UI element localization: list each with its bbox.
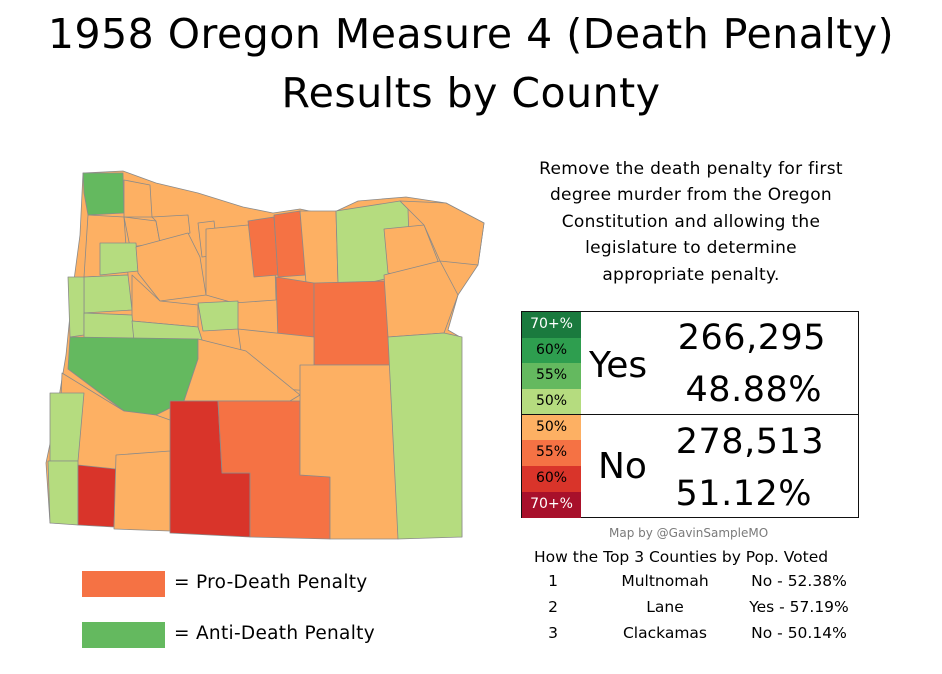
county-grant xyxy=(313,280,391,366)
row-county: Lane xyxy=(646,598,684,616)
county-jackson xyxy=(113,450,171,532)
table-row: 1 Multnomah No - 52.38% xyxy=(531,572,871,598)
description-line: Remove the death penalty for first xyxy=(539,159,843,179)
row-result: No - 52.38% xyxy=(751,572,847,590)
scale-swatch: 70+% xyxy=(522,491,581,518)
county-wallowa xyxy=(399,200,485,266)
scale-swatch: 55% xyxy=(522,363,581,390)
county-coos xyxy=(49,392,85,462)
legend-label: = Anti-Death Penalty xyxy=(174,623,375,644)
top3-title: How the Top 3 Counties by Pop. Voted xyxy=(534,548,829,566)
oregon-county-map xyxy=(45,170,485,540)
county-jefferson xyxy=(197,300,239,332)
top3-table: 1 Multnomah No - 52.38% 2 Lane Yes - 57.… xyxy=(531,572,871,650)
row-rank: 3 xyxy=(548,624,558,642)
county-yamhill xyxy=(99,242,139,276)
scale-swatch: 60% xyxy=(522,337,581,364)
description-line: degree murder from the Oregon xyxy=(549,185,833,206)
color-scale: 70+% 60% 55% 50% 50% 55% 60% 70+% xyxy=(522,312,581,518)
county-benton xyxy=(83,312,135,340)
map-title-line-1: 1958 Oregon Measure 4 (Death Penalty) xyxy=(47,10,895,58)
description-line: Constitution and allowing the xyxy=(561,211,821,232)
no-votes: 278,513 xyxy=(675,422,824,462)
no-percent: 51.12% xyxy=(675,474,812,514)
scale-swatch: 55% xyxy=(522,440,581,467)
legend-label: = Pro-Death Penalty xyxy=(174,572,368,593)
no-label: No xyxy=(598,446,647,487)
row-result: No - 50.14% xyxy=(751,624,847,642)
description-line: legislature to determine xyxy=(585,238,797,259)
county-malheur xyxy=(387,332,463,540)
map-title-line-2: Results by County xyxy=(281,69,661,117)
county-josephine xyxy=(77,464,117,528)
row-rank: 2 xyxy=(548,598,558,616)
county-lincoln xyxy=(67,276,85,338)
county-baker xyxy=(383,260,459,338)
county-polk xyxy=(83,274,133,314)
legend-swatch xyxy=(82,622,165,648)
county-curry xyxy=(47,460,79,526)
row-county: Clackamas xyxy=(622,624,708,642)
table-row: 3 Clackamas No - 50.14% xyxy=(531,624,871,650)
scale-swatch: 50% xyxy=(522,389,581,415)
scale-swatch: 70+% xyxy=(522,312,581,338)
scale-swatch: 60% xyxy=(522,466,581,492)
county-wheeler xyxy=(275,276,315,342)
yes-label: Yes xyxy=(589,345,648,386)
row-result: Yes - 57.19% xyxy=(749,598,849,616)
row-county: Multnomah xyxy=(621,572,709,590)
county-columbia xyxy=(123,179,153,218)
county-clatsop xyxy=(82,172,125,216)
row-rank: 1 xyxy=(548,572,558,590)
scale-swatch: 50% xyxy=(522,414,581,441)
yes-percent: 48.88% xyxy=(685,370,822,410)
legend-swatch xyxy=(82,571,165,597)
description-line: appropriate penalty. xyxy=(602,264,780,285)
table-row: 2 Lane Yes - 57.19% xyxy=(531,598,871,624)
measure-description: Remove the death penalty for first degre… xyxy=(510,156,872,288)
map-credit: Map by @GavinSampleMO xyxy=(609,526,769,540)
county-morrow xyxy=(299,210,339,286)
results-divider xyxy=(522,414,858,415)
yes-votes: 266,295 xyxy=(677,318,826,358)
results-box: 70+% 60% 55% 50% 50% 55% 60% 70+% Yes 266,295 4… xyxy=(521,311,859,518)
county-marion xyxy=(131,274,199,328)
